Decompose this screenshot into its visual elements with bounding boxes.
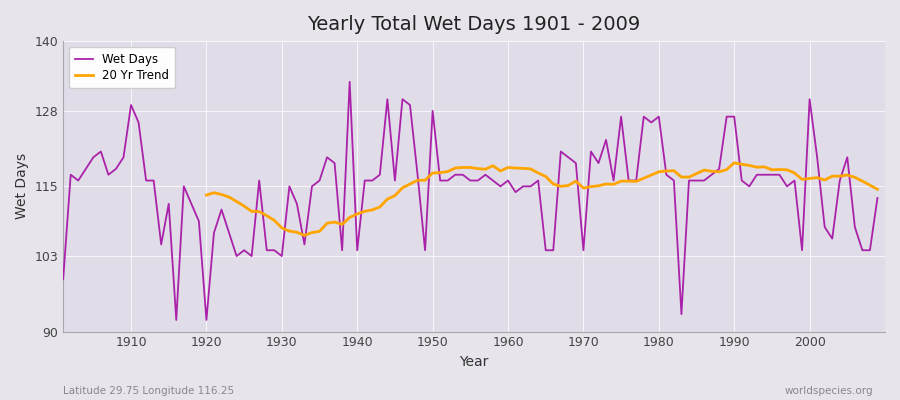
Line: 20 Yr Trend: 20 Yr Trend (206, 163, 878, 236)
20 Yr Trend (292, 230, 302, 235)
20 Yr Trend (729, 160, 740, 165)
Wet Days (518, 184, 528, 189)
Wet Days (608, 178, 619, 183)
20 Yr Trend (412, 178, 423, 183)
Wet Days (171, 318, 182, 322)
Wet Days (118, 155, 129, 160)
20 Yr Trend (774, 167, 785, 172)
20 Yr Trend (676, 175, 687, 180)
Title: Yearly Total Wet Days 1901 - 2009: Yearly Total Wet Days 1901 - 2009 (308, 15, 641, 34)
Wet Days (337, 248, 347, 253)
Wet Days (510, 190, 521, 194)
20 Yr Trend (201, 193, 212, 198)
Legend: Wet Days, 20 Yr Trend: Wet Days, 20 Yr Trend (69, 47, 175, 88)
Y-axis label: Wet Days: Wet Days (15, 153, 29, 220)
20 Yr Trend (299, 233, 310, 238)
Wet Days (292, 201, 302, 206)
Wet Days (345, 79, 356, 84)
X-axis label: Year: Year (459, 355, 489, 369)
Text: worldspecies.org: worldspecies.org (785, 386, 873, 396)
20 Yr Trend (789, 170, 800, 175)
Text: Latitude 29.75 Longitude 116.25: Latitude 29.75 Longitude 116.25 (63, 386, 234, 396)
20 Yr Trend (872, 187, 883, 192)
Line: Wet Days: Wet Days (63, 82, 878, 320)
Wet Days (58, 277, 68, 282)
20 Yr Trend (857, 179, 868, 184)
Wet Days (872, 196, 883, 200)
